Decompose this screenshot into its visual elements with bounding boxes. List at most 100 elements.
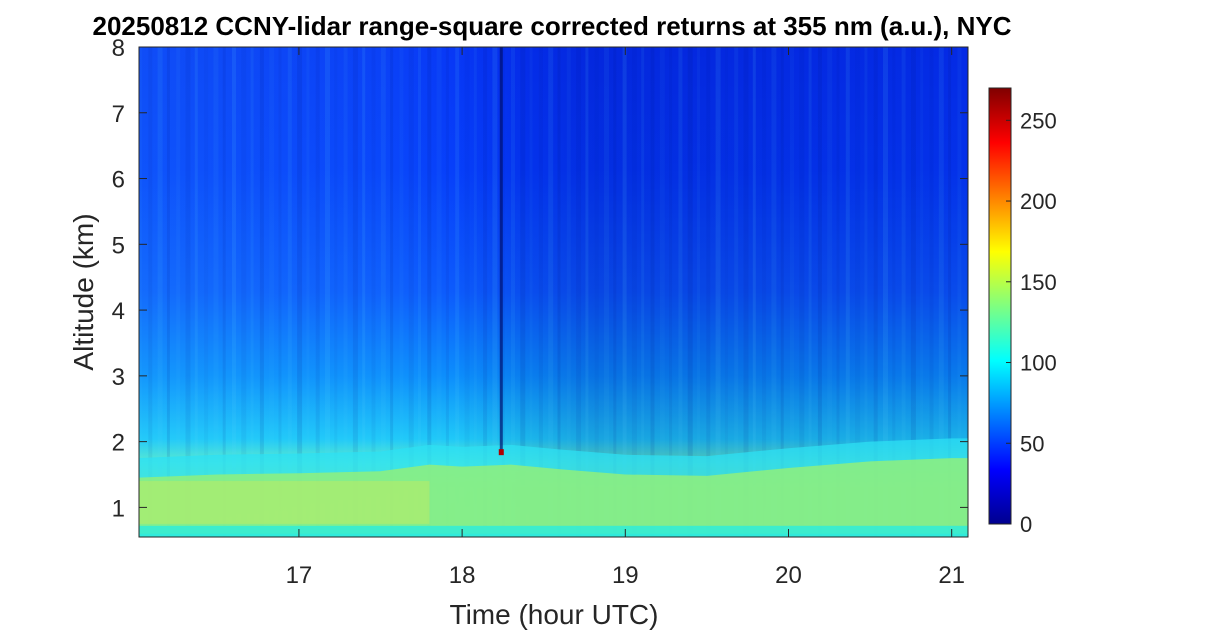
heatmap-streak	[464, 47, 470, 537]
x-tick-label: 21	[938, 562, 965, 589]
heatmap-streak	[390, 47, 394, 537]
heatmap-streak	[920, 47, 924, 537]
heatmap-streak	[139, 47, 142, 537]
heatmap-streak	[259, 47, 264, 537]
heatmap-streak	[371, 47, 376, 537]
colorbar-tick-label: 200	[1020, 189, 1057, 214]
heatmap-streak	[650, 47, 655, 537]
heatmap-streak	[287, 47, 292, 537]
heatmap-streak	[445, 47, 449, 537]
heatmap-streak	[157, 47, 163, 537]
y-axis-label: Altitude (km)	[68, 213, 99, 370]
heatmap-streak	[864, 47, 868, 537]
heatmap-streak	[594, 47, 599, 537]
heatmap-streak	[771, 47, 777, 537]
heatmap-streak	[185, 47, 191, 537]
heatmap-streak	[232, 47, 236, 537]
heatmap-streak	[790, 47, 794, 537]
profile-gap-line	[499, 47, 503, 453]
x-axis: 17 18 19 20 21	[286, 47, 965, 589]
colorbar-tick-label: 0	[1020, 512, 1032, 537]
colorbar-tick-label: 100	[1020, 351, 1057, 376]
heatmap-streak	[436, 47, 442, 537]
colorbar-tick-label: 150	[1020, 270, 1057, 295]
heatmap-streak	[557, 47, 561, 537]
heatmap-streak	[734, 47, 739, 537]
aerosol-layer	[139, 458, 968, 534]
heatmap-streak	[892, 47, 896, 537]
heatmap-streak	[269, 47, 275, 537]
heatmap-streak	[929, 47, 934, 537]
colorbar-gradient	[988, 87, 1012, 525]
heatmap-streak	[213, 47, 219, 537]
heatmap-streak	[548, 47, 554, 537]
heatmap-streak	[873, 47, 878, 537]
heatmap-streak	[501, 47, 505, 537]
heatmap-streak	[715, 47, 721, 537]
heatmap-streak	[827, 47, 833, 537]
colorbar-tick-label: 250	[1020, 108, 1057, 133]
heatmap-streak	[631, 47, 637, 537]
colorbar-tick-label: 50	[1020, 431, 1044, 456]
colorbar: 0 50 100 150 200 250	[988, 87, 1057, 537]
heatmap-streak	[297, 47, 303, 537]
y-tick-label: 3	[112, 364, 125, 391]
heatmap-streak	[910, 47, 916, 537]
heatmap-streak	[408, 47, 414, 537]
x-tick-label: 18	[449, 562, 476, 589]
heatmap-streak	[306, 47, 310, 537]
heatmap-streak	[399, 47, 404, 537]
aerosol-core	[139, 481, 430, 524]
heatmap-streak	[352, 47, 358, 537]
x-tick-label: 20	[775, 562, 802, 589]
x-tick-label: 17	[286, 562, 313, 589]
heatmap-streak	[194, 47, 198, 537]
heatmap-streak	[697, 47, 700, 537]
heatmap-streak	[808, 47, 812, 537]
y-tick-label: 4	[112, 298, 125, 325]
heatmap-streak	[836, 47, 840, 537]
heatmap-streak	[622, 47, 627, 537]
heatmap-streak	[427, 47, 432, 537]
heatmap-streak	[752, 47, 756, 537]
heatmap-streak	[743, 47, 749, 537]
heatmap-streak	[855, 47, 861, 537]
y-tick-label: 6	[112, 167, 125, 194]
y-tick-label: 8	[112, 35, 125, 62]
heatmap-streak	[520, 47, 526, 537]
heatmap-streak	[966, 47, 968, 537]
heatmap-streak	[957, 47, 962, 537]
chart-title: 20250812 CCNY-lidar range-square correct…	[92, 11, 1011, 41]
heatmap-streak	[418, 47, 421, 537]
heatmap-streak	[613, 47, 617, 537]
heatmap-streak	[845, 47, 850, 537]
heatmap-streak	[780, 47, 784, 537]
surface-strip	[139, 525, 968, 537]
heatmap-streak	[148, 47, 153, 537]
heatmap-streak	[678, 47, 683, 537]
heatmap-streak	[343, 47, 348, 537]
heatmap-streak	[706, 47, 711, 537]
heatmap-streak	[762, 47, 767, 537]
heatmap-streak	[473, 47, 477, 537]
heatmap-streak	[176, 47, 181, 537]
heatmap-streak	[204, 47, 209, 537]
heatmap-streak	[641, 47, 645, 537]
heatmap-streak	[315, 47, 320, 537]
y-tick-label: 7	[112, 101, 125, 128]
y-tick-label: 5	[112, 232, 125, 259]
heatmap-streak	[529, 47, 533, 537]
plot-frame	[138, 46, 969, 538]
colorbar-ticks: 0 50 100 150 200 250	[1006, 108, 1057, 537]
heatmap-streak	[325, 47, 330, 537]
heatmap-streak	[538, 47, 543, 537]
heatmap-streak	[817, 47, 822, 537]
heatmap-streak	[883, 47, 888, 537]
heatmap-streak	[566, 47, 571, 537]
heatmap-streak	[901, 47, 906, 537]
heatmap-streak	[241, 47, 247, 537]
spike-mark	[498, 449, 504, 456]
heatmap-streak	[455, 47, 460, 537]
